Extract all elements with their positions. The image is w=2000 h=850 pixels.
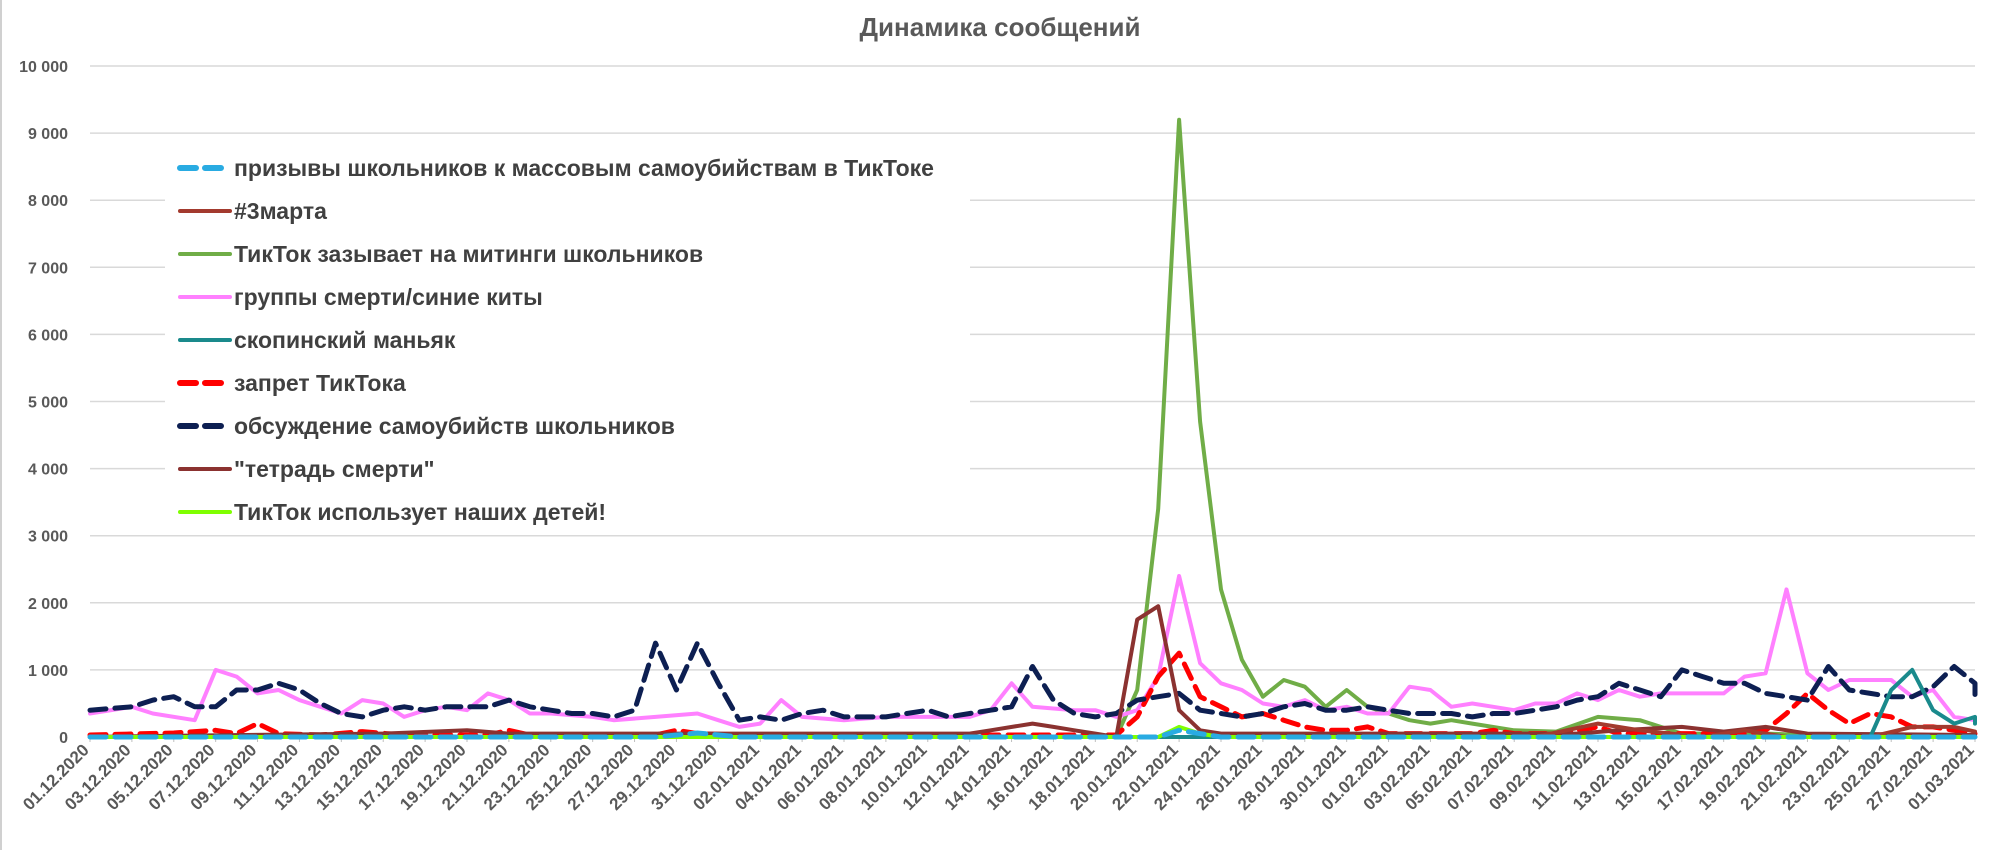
legend: призывы школьников к массовым самоубийст… bbox=[177, 155, 934, 525]
chart-title: Динамика сообщений bbox=[860, 12, 1141, 42]
legend-label: призывы школьников к массовым самоубийст… bbox=[234, 155, 934, 181]
series-line bbox=[87, 650, 1978, 738]
series-line bbox=[88, 721, 1977, 739]
legend-label: запрет ТикТока bbox=[234, 370, 406, 396]
y-tick-label: 1 000 bbox=[28, 663, 68, 680]
legend-background bbox=[165, 148, 970, 530]
legend-label: "тетрадь смерти" bbox=[234, 456, 435, 482]
legend-label: скопинский маньяк bbox=[234, 327, 456, 353]
y-tick-label: 5 000 bbox=[28, 395, 68, 412]
y-tick-label: 0 bbox=[59, 730, 68, 747]
series-line bbox=[88, 667, 1977, 739]
legend-label: ТикТок использует наших детей! bbox=[234, 499, 606, 525]
y-tick-label: 7 000 bbox=[28, 260, 68, 277]
series-line bbox=[87, 727, 1978, 740]
legend-label: группы смерти/синие киты bbox=[234, 284, 543, 310]
y-axis-ticks: 0 1 000 2 000 3 000 4 000 5 000 6 000 7 000 8 00… bbox=[19, 59, 68, 747]
legend-label: обсуждение самоубийств школьников bbox=[234, 413, 675, 439]
y-tick-label: 9 000 bbox=[28, 126, 68, 143]
series-lines bbox=[87, 117, 1978, 740]
series-line bbox=[88, 604, 1977, 739]
y-tick-label: 3 000 bbox=[28, 529, 68, 546]
y-tick-label: 6 000 bbox=[28, 327, 68, 344]
legend-label: #3марта bbox=[234, 198, 327, 224]
y-tick-label: 10 000 bbox=[19, 59, 68, 76]
legend-label: ТикТок зазывает на митинги школьников bbox=[234, 241, 703, 267]
y-tick-label: 2 000 bbox=[28, 596, 68, 613]
y-tick-label: 8 000 bbox=[28, 193, 68, 210]
series-line bbox=[87, 640, 1978, 723]
y-tick-label: 4 000 bbox=[28, 462, 68, 479]
